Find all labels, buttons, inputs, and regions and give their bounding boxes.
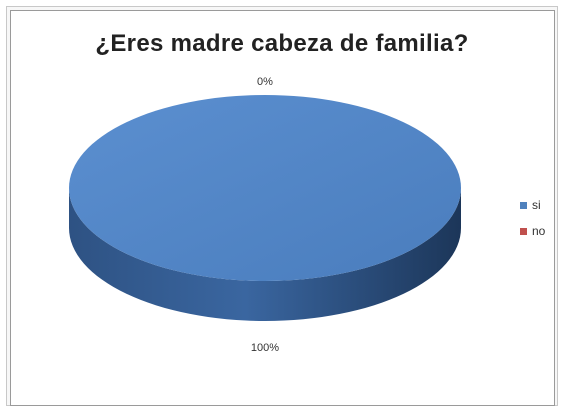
legend-item-no: no xyxy=(520,218,545,244)
legend: si no xyxy=(520,192,545,244)
data-label-no: 0% xyxy=(257,76,273,88)
legend-label-si: si xyxy=(532,198,541,212)
data-label-si: 100% xyxy=(251,342,279,354)
chart-title: ¿Eres madre cabeza de familia? xyxy=(95,30,469,57)
pie-slice-si xyxy=(69,95,461,281)
legend-label-no: no xyxy=(532,224,546,238)
legend-swatch-no xyxy=(520,227,527,235)
legend-item-si: si xyxy=(520,192,545,218)
legend-swatch-si xyxy=(520,201,527,209)
pie-slice-side-si xyxy=(69,188,461,321)
